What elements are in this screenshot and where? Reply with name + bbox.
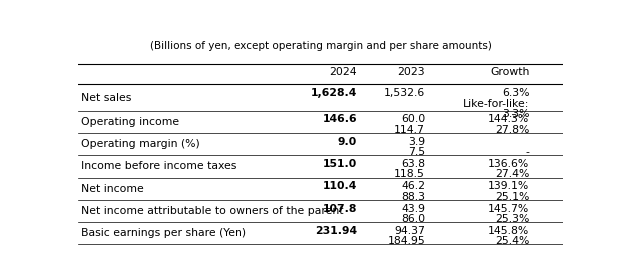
Text: 25.1%: 25.1% (495, 192, 530, 202)
Text: Net income: Net income (81, 184, 143, 194)
Text: 144.3%: 144.3% (488, 114, 530, 124)
Text: 136.6%: 136.6% (488, 159, 530, 169)
Text: Operating margin (%): Operating margin (%) (81, 139, 200, 149)
Text: 86.0: 86.0 (401, 214, 425, 224)
Text: 110.4: 110.4 (323, 181, 357, 191)
Text: 107.8: 107.8 (323, 204, 357, 214)
Text: Net sales: Net sales (81, 93, 131, 102)
Text: 184.95: 184.95 (387, 236, 425, 246)
Text: 231.94: 231.94 (315, 226, 357, 236)
Text: 1,532.6: 1,532.6 (384, 88, 425, 98)
Text: 114.7: 114.7 (394, 125, 425, 135)
Text: 118.5: 118.5 (394, 169, 425, 179)
Text: 25.3%: 25.3% (495, 214, 530, 224)
Text: 94.37: 94.37 (394, 226, 425, 236)
Text: 27.8%: 27.8% (495, 125, 530, 135)
Text: 3.3%: 3.3% (502, 109, 530, 119)
Text: 7.5: 7.5 (408, 147, 425, 157)
Text: 145.7%: 145.7% (488, 204, 530, 214)
Text: (Billions of yen, except operating margin and per share amounts): (Billions of yen, except operating margi… (150, 41, 492, 51)
Text: 25.4%: 25.4% (495, 236, 530, 246)
Text: 43.9: 43.9 (401, 204, 425, 214)
Text: Basic earnings per share (Yen): Basic earnings per share (Yen) (81, 228, 246, 238)
Text: 151.0: 151.0 (323, 159, 357, 169)
Text: Growth: Growth (490, 67, 530, 77)
Text: Income before income taxes: Income before income taxes (81, 161, 236, 171)
Text: 145.8%: 145.8% (488, 226, 530, 236)
Text: 2024: 2024 (329, 67, 357, 77)
Text: 9.0: 9.0 (338, 137, 357, 147)
Text: 2023: 2023 (398, 67, 425, 77)
Text: 1,628.4: 1,628.4 (311, 88, 357, 98)
Text: 60.0: 60.0 (401, 114, 425, 124)
Text: 146.6: 146.6 (322, 114, 357, 124)
Text: 27.4%: 27.4% (495, 169, 530, 179)
Text: 3.9: 3.9 (408, 137, 425, 147)
Text: Net income attributable to owners of the parent: Net income attributable to owners of the… (81, 206, 343, 216)
Text: 88.3: 88.3 (401, 192, 425, 202)
Text: 139.1%: 139.1% (488, 181, 530, 191)
Text: -: - (526, 147, 530, 157)
Text: Like-for-like:: Like-for-like: (463, 99, 530, 109)
Text: 6.3%: 6.3% (502, 88, 530, 98)
Text: 46.2: 46.2 (401, 181, 425, 191)
Text: 63.8: 63.8 (401, 159, 425, 169)
Text: Operating income: Operating income (81, 117, 179, 127)
